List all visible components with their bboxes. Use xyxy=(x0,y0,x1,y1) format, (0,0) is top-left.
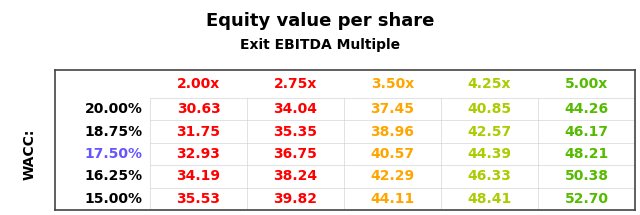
Text: 32.93: 32.93 xyxy=(177,147,220,161)
Text: 34.19: 34.19 xyxy=(177,169,221,183)
Text: 31.75: 31.75 xyxy=(177,125,221,139)
Text: 20.00%: 20.00% xyxy=(84,102,143,116)
Text: 2.75x: 2.75x xyxy=(274,77,317,91)
Text: 46.17: 46.17 xyxy=(564,125,609,139)
Text: 52.70: 52.70 xyxy=(564,192,609,206)
Text: 4.25x: 4.25x xyxy=(468,77,511,91)
Text: 2.00x: 2.00x xyxy=(177,77,220,91)
Text: 44.11: 44.11 xyxy=(371,192,415,206)
Text: 50.38: 50.38 xyxy=(564,169,609,183)
Text: 17.50%: 17.50% xyxy=(84,147,143,161)
Text: 36.75: 36.75 xyxy=(273,147,317,161)
Text: 42.29: 42.29 xyxy=(371,169,415,183)
Text: 42.57: 42.57 xyxy=(467,125,511,139)
Text: 40.85: 40.85 xyxy=(467,102,511,116)
Text: Exit EBITDA Multiple: Exit EBITDA Multiple xyxy=(240,38,400,52)
Text: 3.50x: 3.50x xyxy=(371,77,414,91)
Text: 46.33: 46.33 xyxy=(468,169,511,183)
Text: 44.26: 44.26 xyxy=(564,102,609,116)
Text: 35.53: 35.53 xyxy=(177,192,221,206)
Text: 35.35: 35.35 xyxy=(273,125,317,139)
Text: 44.39: 44.39 xyxy=(467,147,511,161)
Text: 38.96: 38.96 xyxy=(371,125,415,139)
Text: 48.21: 48.21 xyxy=(564,147,609,161)
Text: 16.25%: 16.25% xyxy=(84,169,143,183)
Text: Equity value per share: Equity value per share xyxy=(206,12,434,30)
Text: WACC:: WACC: xyxy=(23,128,37,180)
Text: 39.82: 39.82 xyxy=(273,192,317,206)
Text: 48.41: 48.41 xyxy=(467,192,511,206)
Text: 37.45: 37.45 xyxy=(371,102,415,116)
Text: 15.00%: 15.00% xyxy=(84,192,143,206)
Text: 30.63: 30.63 xyxy=(177,102,220,116)
Text: 40.57: 40.57 xyxy=(371,147,415,161)
Text: 34.04: 34.04 xyxy=(273,102,317,116)
Text: 5.00x: 5.00x xyxy=(565,77,608,91)
Text: 18.75%: 18.75% xyxy=(84,125,143,139)
Text: 38.24: 38.24 xyxy=(273,169,317,183)
